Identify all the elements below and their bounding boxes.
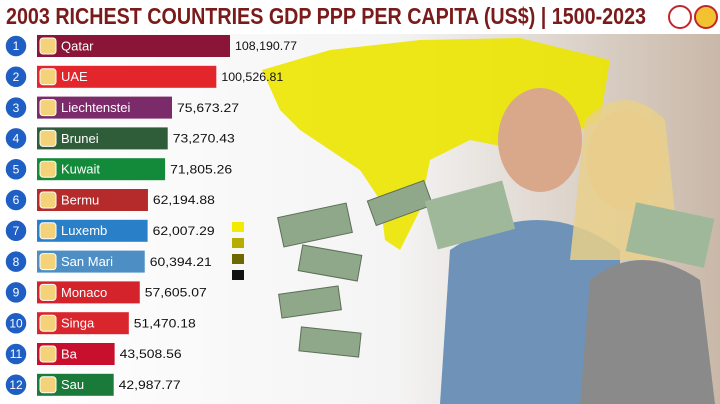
bar [37,281,140,304]
rank-badge [4,249,28,274]
title-bar [0,0,720,34]
logo [668,5,692,29]
flag-emblem [39,160,57,178]
flag-emblem [39,376,57,394]
flag-emblem [39,253,57,271]
bar [37,35,230,57]
flag-emblem [39,314,57,332]
value-label: 100,526.81 [221,70,283,84]
rank-number: 11 [10,347,23,361]
bar-label: Monaco [61,285,107,300]
rank-number: 4 [13,132,20,146]
flag-emblem [39,37,57,55]
bar [37,189,148,211]
bar-label: Bermu [61,192,99,207]
value-label: 51,470.18 [134,316,196,330]
rank-number: 12 [9,378,23,392]
logo [694,5,718,29]
rank-badge [4,311,28,335]
bar-label: Qatar [61,38,94,53]
rank-badge [4,188,28,212]
flag-emblem [39,283,57,301]
value-label: 62,007.29 [153,224,215,238]
bar-label: Kuwait [61,162,100,177]
bar [37,219,148,242]
bar-label: Liechtenstei [61,100,130,115]
value-label: 57,605.07 [145,286,207,300]
rank-number: 2 [13,70,20,84]
legend-swatches [232,222,244,280]
rank-number: 6 [13,193,20,207]
rank-number: 7 [13,224,20,238]
value-label: 75,673.27 [177,101,239,115]
rank-badge [4,65,28,89]
value-label: 73,270.43 [173,132,235,146]
rank-badge [4,34,28,58]
bar-label: UAE [61,69,88,84]
money-swirl [277,179,434,358]
people-photo [424,88,715,404]
rank-badge [4,126,28,151]
value-label: 42,987.77 [119,378,181,392]
rank-badge [4,342,28,366]
flag-emblem [39,129,57,147]
bar-label: Luxemb [61,223,107,238]
bar [37,158,166,181]
value-label: 71,805.26 [170,162,232,176]
value-label: 60,394.21 [150,255,212,269]
value-label: 62,194.88 [153,193,215,207]
value-label: 108,190.77 [235,39,297,53]
map-shape [262,38,610,250]
bar-label: San Mari [61,254,113,269]
bar [37,312,129,335]
rank-number: 3 [13,101,20,115]
rank-badge [4,95,28,120]
bar-rows: 1 Qatar 108,190.77 2 UAE 100,526.81 3 Liechtens… [4,34,297,397]
bar-label: Ba [61,346,78,361]
flag-emblem [39,68,57,86]
value-label: 43,508.56 [120,347,182,361]
bar-label: Brunei [61,131,99,146]
flag-emblem [39,99,57,117]
rank-number: 10 [9,316,23,330]
rank-number: 8 [13,255,20,269]
flag-emblem [39,345,57,363]
rank-badge [4,219,28,243]
bar-label: Singa [61,316,95,331]
rank-number: 1 [13,39,20,53]
flag-emblem [39,222,57,240]
rank-badge [4,373,28,397]
rank-badge [4,280,28,305]
rank-badge [4,157,28,181]
rank-number: 9 [13,286,20,300]
chart-title: 2003 RICHEST COUNTRIES GDP PPP PER CAPIT… [6,3,646,29]
bar-label: Sau [61,377,84,392]
bar [37,96,172,119]
flag-emblem [39,191,57,209]
bar [37,65,217,88]
bar [37,250,145,273]
rank-number: 5 [13,162,20,176]
bar [37,127,168,150]
